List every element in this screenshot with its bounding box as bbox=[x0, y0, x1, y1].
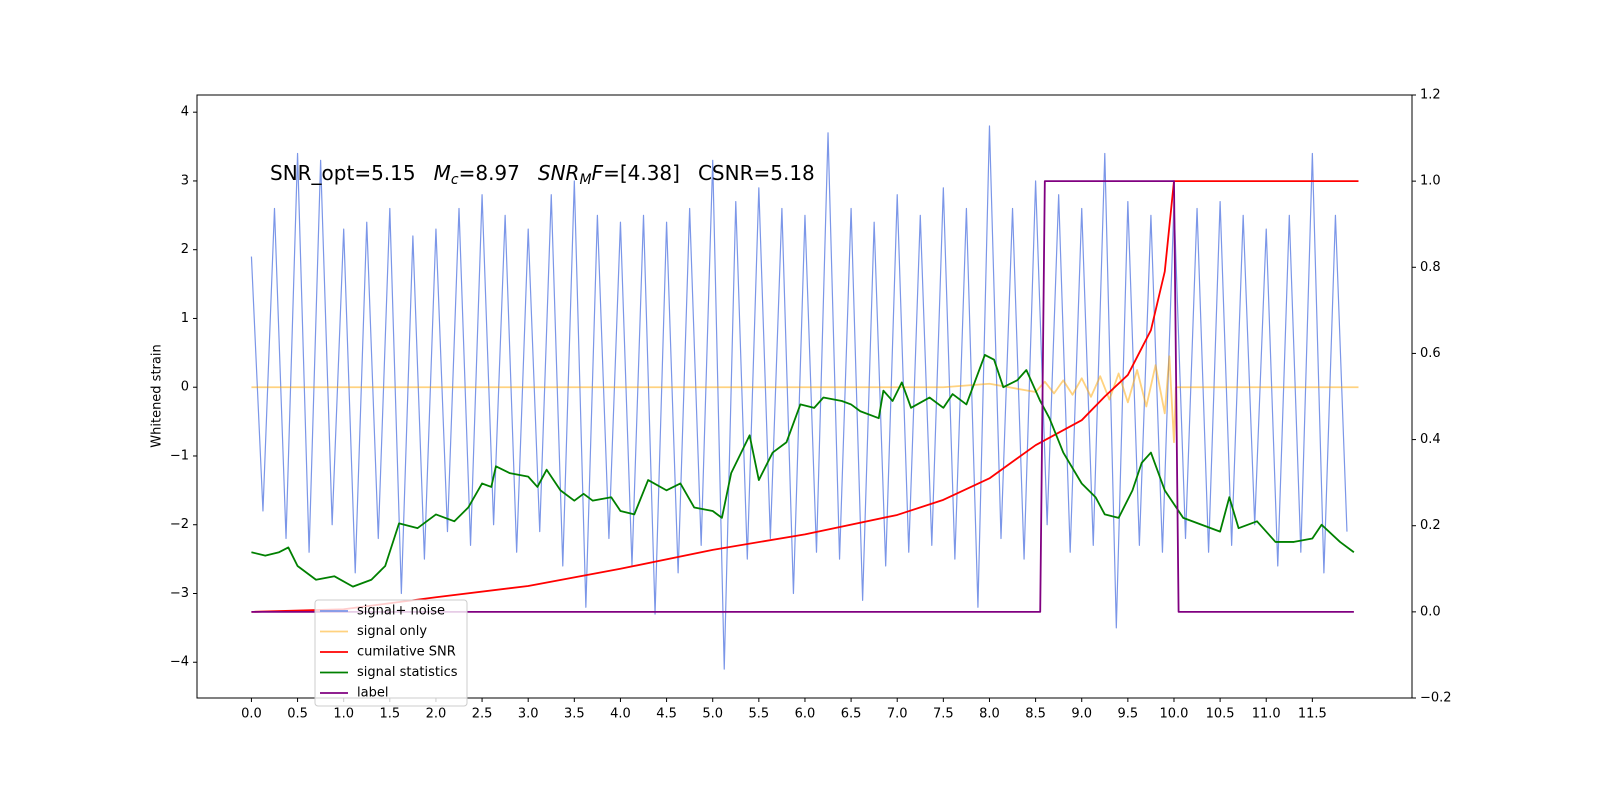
x-tick-label: 6.5 bbox=[841, 707, 862, 722]
x-tick-label: 8.5 bbox=[1025, 707, 1046, 722]
x-tick-label: 3.0 bbox=[518, 707, 539, 722]
series-line bbox=[251, 180, 1354, 613]
y-tick-label: −2 bbox=[170, 517, 189, 532]
annotation-part: =[4.38] bbox=[603, 161, 680, 185]
y2-tick-label: −0.2 bbox=[1420, 691, 1452, 706]
y-axis-label: Whitened strain bbox=[150, 344, 165, 447]
y2-tick-label: 0.2 bbox=[1420, 518, 1441, 533]
x-tick-label: 11.5 bbox=[1298, 707, 1327, 722]
y-tick-label: 3 bbox=[181, 173, 189, 188]
x-tick-label: 2.0 bbox=[426, 707, 447, 722]
y2-tick-label: 0.8 bbox=[1420, 260, 1441, 275]
series-line bbox=[251, 180, 1359, 613]
annotation-part: CSNR=5.18 bbox=[698, 161, 815, 185]
y-tick-label: −4 bbox=[170, 655, 189, 670]
x-tick-label: 10.0 bbox=[1160, 707, 1189, 722]
legend-label: label bbox=[357, 686, 388, 701]
x-tick-label: 1.5 bbox=[379, 707, 400, 722]
x-tick-label: 7.0 bbox=[887, 707, 908, 722]
y-tick-label: 2 bbox=[181, 242, 189, 257]
y2-tick-label: 0.6 bbox=[1420, 346, 1441, 361]
series-line bbox=[251, 354, 1355, 588]
annotation-part: SNR bbox=[538, 161, 580, 185]
annotation-part: SNR_opt=5.15 bbox=[270, 161, 416, 185]
x-tick-label: 4.5 bbox=[656, 707, 677, 722]
annotation-part: M bbox=[579, 172, 591, 188]
x-tick-label: 8.0 bbox=[979, 707, 1000, 722]
x-tick-label: 5.0 bbox=[702, 707, 723, 722]
y-tick-label: 4 bbox=[181, 105, 189, 120]
y2-tick-label: 1.2 bbox=[1420, 88, 1441, 103]
legend-label: signal statistics bbox=[357, 665, 458, 680]
y-tick-label: 1 bbox=[181, 311, 189, 326]
y2-tick-label: 1.0 bbox=[1420, 174, 1441, 189]
x-tick-label: 11.0 bbox=[1252, 707, 1281, 722]
x-tick-label: 10.5 bbox=[1206, 707, 1235, 722]
x-tick-label: 2.5 bbox=[472, 707, 493, 722]
x-tick-label: 1.0 bbox=[333, 707, 354, 722]
y-tick-label: −1 bbox=[170, 448, 189, 463]
x-tick-label: 0.5 bbox=[287, 707, 308, 722]
x-tick-label: 5.5 bbox=[748, 707, 769, 722]
annotation: SNR_opt=5.15 Mc=8.97 SNRMF=[4.38] CSNR=5.18 bbox=[270, 161, 815, 189]
x-tick-label: 0.0 bbox=[241, 707, 262, 722]
annotation-part: c bbox=[451, 172, 459, 188]
series-line bbox=[251, 355, 1359, 444]
annotation-part: =8.97 bbox=[459, 161, 520, 185]
x-tick-label: 3.5 bbox=[564, 707, 585, 722]
x-tick-label: 6.0 bbox=[795, 707, 816, 722]
series-line bbox=[250, 125, 1348, 670]
y-tick-label: −3 bbox=[170, 586, 189, 601]
y2-tick-label: 0.4 bbox=[1420, 432, 1441, 447]
annotation-part: M bbox=[434, 161, 451, 185]
legend-label: cumilative SNR bbox=[357, 645, 456, 660]
x-tick-label: 4.0 bbox=[610, 707, 631, 722]
legend-label: signal only bbox=[357, 624, 427, 639]
annotation-part: F bbox=[592, 161, 604, 185]
y2-tick-label: 0.0 bbox=[1420, 604, 1441, 619]
x-tick-label: 9.5 bbox=[1118, 707, 1139, 722]
legend-label: signal+ noise bbox=[357, 604, 445, 619]
x-tick-label: 9.0 bbox=[1071, 707, 1092, 722]
y-tick-label: 0 bbox=[181, 380, 189, 395]
legend-box bbox=[314, 599, 468, 707]
x-tick-label: 7.5 bbox=[933, 707, 954, 722]
